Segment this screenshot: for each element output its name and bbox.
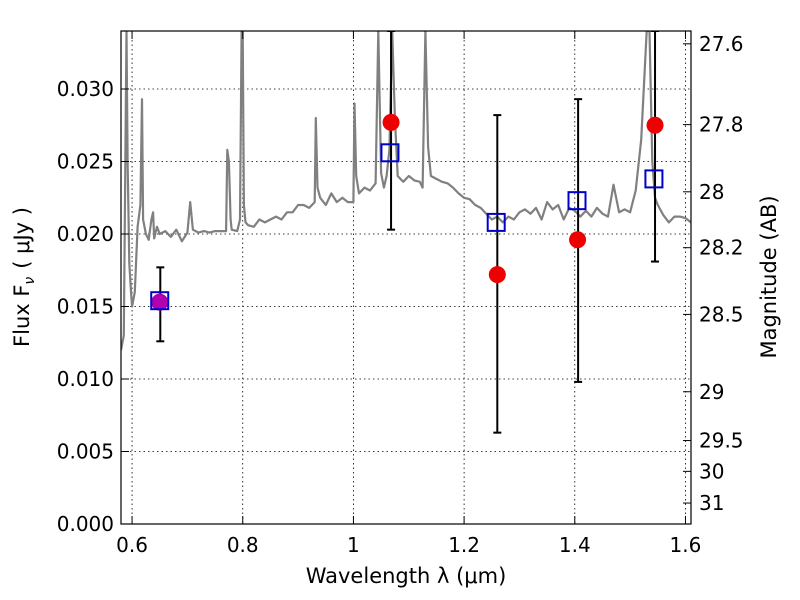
y-tick-label: 0.020 xyxy=(57,222,114,246)
x-tick-label: 0.8 xyxy=(227,533,259,557)
x-tick-label: 1.6 xyxy=(670,533,702,557)
model-point xyxy=(644,169,664,189)
right-tick-label: 27.8 xyxy=(699,113,744,137)
observed-point xyxy=(382,113,400,131)
x-tick-label: 0.6 xyxy=(116,533,148,557)
svg-text:Magnitude (AB): Magnitude (AB) xyxy=(757,195,781,358)
y-tick-label: 0.025 xyxy=(57,150,114,174)
axis-ticks xyxy=(121,31,691,525)
plot-frame xyxy=(120,30,692,525)
y-tick-label: 0.000 xyxy=(57,512,114,536)
model-point xyxy=(150,291,170,311)
right-tick-label: 30 xyxy=(699,459,724,483)
svg-text:Flux Fν( μJy ): Flux Fν ( μJy ) xyxy=(10,207,38,347)
observed-point xyxy=(488,266,506,284)
y-axis-label-subscript: ν xyxy=(22,277,38,285)
x-tick-label: 1.2 xyxy=(448,533,480,557)
y-tick-label: 0.005 xyxy=(57,440,114,464)
y-tick-label: 0.015 xyxy=(57,295,114,319)
x-tick-label: 1.4 xyxy=(559,533,591,557)
right-tick-label: 28 xyxy=(699,180,724,204)
right-tick-label: 31 xyxy=(699,491,724,515)
observed-point xyxy=(646,116,664,134)
y-axis-label-main: Flux F xyxy=(10,285,34,347)
y-tick-labels: 0.000 0.005 0.010 0.015 0.020 0.025 0.030 xyxy=(57,77,114,536)
y-tick-label: 0.030 xyxy=(57,77,114,101)
right-axis-label: Magnitude (AB) xyxy=(757,195,781,358)
right-tick-label: 29 xyxy=(699,380,724,404)
model-points-layer xyxy=(150,143,664,311)
x-axis-label: Wavelength λ (μm) xyxy=(306,564,507,588)
model-point xyxy=(486,212,506,232)
y-tick-label: 0.010 xyxy=(57,367,114,391)
y-axis-label-unit: ( μJy ) xyxy=(10,207,34,269)
x-tick-labels: 0.6 0.8 1 1.2 1.4 1.6 xyxy=(116,533,701,557)
plot-background xyxy=(121,31,691,524)
right-tick-label: 28.2 xyxy=(699,236,744,260)
observed-point xyxy=(569,231,587,249)
model-point xyxy=(567,191,587,211)
observed-point xyxy=(151,293,169,311)
right-tick-label: 28.5 xyxy=(699,302,744,326)
right-tick-labels: 27.6 27.8 28 28.2 28.5 29 29.5 30 31 xyxy=(699,32,744,515)
x-tick-label: 1 xyxy=(347,533,360,557)
y-axis-label: Flux Fν ( μJy ) xyxy=(10,207,38,347)
model-point xyxy=(380,143,400,163)
right-tick-label: 27.6 xyxy=(699,32,744,56)
right-tick-label: 29.5 xyxy=(699,429,744,453)
